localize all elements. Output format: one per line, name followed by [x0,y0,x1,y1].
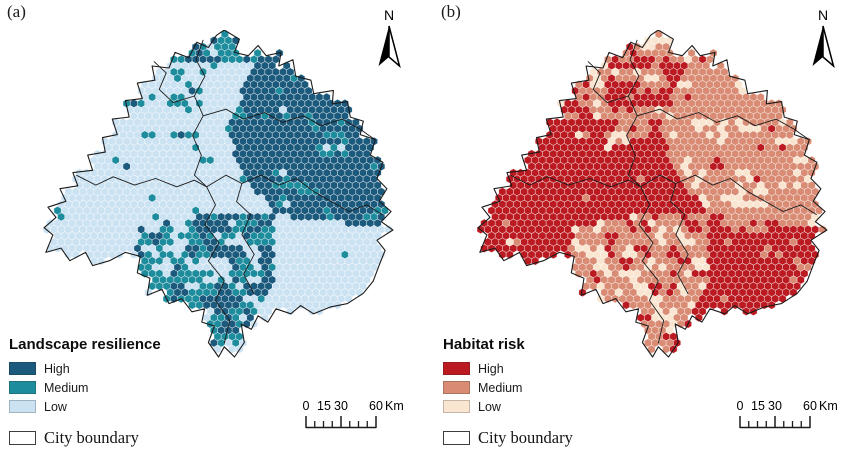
panel-b-label: (b) [441,2,461,21]
legend-b-row-low: Low [443,397,653,416]
north-arrow-icon [812,25,835,69]
hex-map-landscape-resilience [43,30,394,358]
legend-a-swatch-medium [9,381,36,394]
legend-b-swatch-low [443,400,470,413]
scale-unit-label: Km [385,399,404,413]
north-arrow-a: N [374,8,404,74]
north-label: N [383,7,395,23]
scale-bar-ticks [739,416,811,429]
legend-a-row-high: High [9,359,219,378]
scale-label-0: 0 [736,399,744,413]
north-arrow-icon [378,25,401,69]
legend-a-title: Landscape resilience [9,336,161,353]
scale-label-15: 15 [751,399,765,413]
city-boundary-line [477,30,828,358]
city-boundary-label: City boundary [478,428,573,447]
legend-b-swatch-high [443,362,470,375]
north-arrow-b: N [808,8,838,74]
scale-bar-a: 0 15 30 60 Km [303,399,423,433]
legend-b-row-high: High [443,359,653,378]
hex-grid [477,30,827,354]
legend-b: Habitat risk High Medium Low City bounda… [443,336,653,447]
city-boundary-label: City boundary [44,428,139,447]
panel-b: (b) N Habitat risk High Medium Low [434,0,867,453]
scale-label-30: 30 [768,399,782,413]
legend-a-row-low: Low [9,397,219,416]
legend-b-title: Habitat risk [443,336,525,353]
scale-bar-b: 0 15 30 60 Km [737,399,857,433]
city-boundary-swatch [9,431,36,445]
legend-b-swatch-medium [443,381,470,394]
north-label: N [817,7,829,23]
scale-label-30: 30 [334,399,348,413]
city-boundary-swatch [443,431,470,445]
hex-map-habitat-risk [477,30,828,358]
city-boundary-line [43,30,394,358]
legend-item-label: High [478,361,504,376]
legend-b-row-medium: Medium [443,378,653,397]
scale-bar-ticks [305,416,377,429]
legend-b-city-boundary-row: City boundary [443,428,653,447]
legend-a-swatch-high [9,362,36,375]
scale-label-60: 60 [803,399,817,413]
panel-a-label: (a) [7,2,26,21]
legend-a-swatch-low [9,400,36,413]
legend-item-label: Low [44,399,67,414]
panel-a: (a) N Landscape resilience High Medium L… [0,0,433,453]
legend-a: Landscape resilience High Medium Low Cit… [9,336,219,447]
legend-a-row-medium: Medium [9,378,219,397]
legend-item-label: High [44,361,70,376]
legend-item-label: Medium [478,380,523,395]
scale-unit-label: Km [819,399,838,413]
district-boundary-lines [510,39,817,344]
scale-label-60: 60 [369,399,383,413]
scale-label-0: 0 [302,399,310,413]
legend-item-label: Medium [44,380,89,395]
scale-label-15: 15 [317,399,331,413]
legend-a-city-boundary-row: City boundary [9,428,219,447]
legend-item-label: Low [478,399,501,414]
district-boundary-lines [76,39,383,344]
